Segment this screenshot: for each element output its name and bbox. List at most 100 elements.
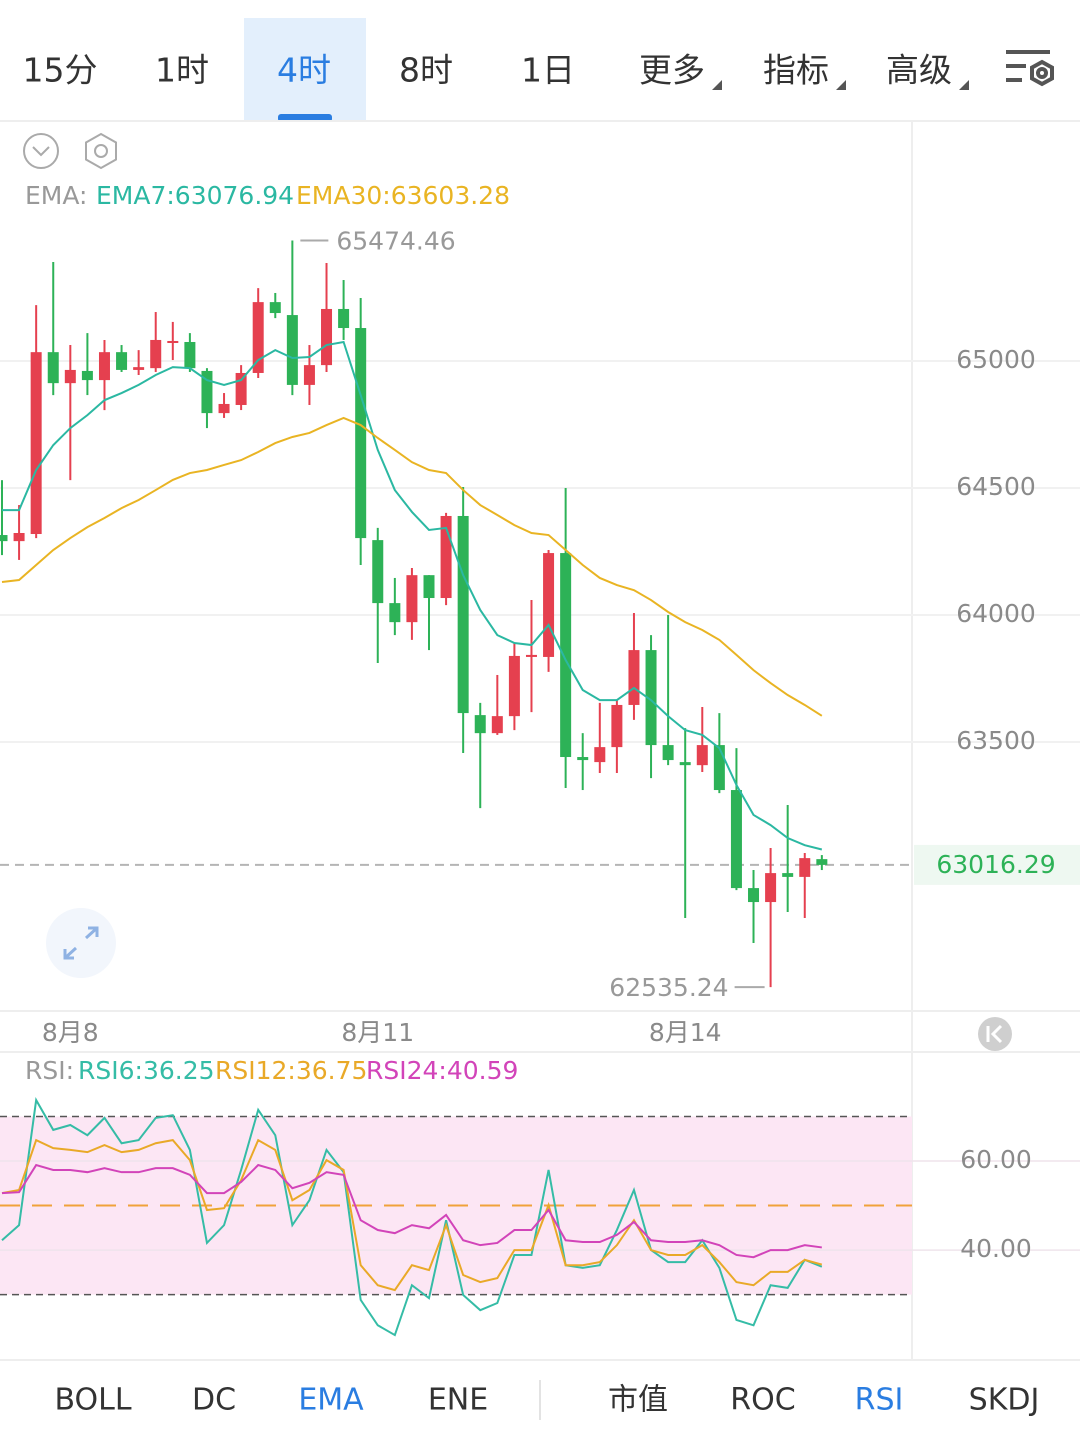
indicator-tab[interactable]: SKDJ (969, 1383, 1040, 1418)
rsi-chart: 60.00 40.00 RSI: RSI6:36.25 RSI12:36.75RSI24… (0, 1056, 1080, 1337)
x-tick-label: 8月11 (341, 1018, 414, 1047)
indicator-tab[interactable]: BOLL (54, 1383, 131, 1418)
dropdown-caret (836, 80, 846, 90)
last-price-tag (914, 844, 1080, 885)
last-price-label: 63016.29 (936, 850, 1055, 879)
legend-entry: RSI12:36.75 (215, 1056, 367, 1085)
rsi-line (1, 1138, 823, 1292)
y-tick-label: 65000 (956, 345, 1036, 374)
max-price-label: 65474.46 (336, 227, 455, 256)
dropdown-caret (959, 80, 969, 90)
candle-body (765, 873, 777, 903)
candle-body (81, 370, 93, 381)
candle-body (321, 308, 333, 366)
candle-body (730, 790, 742, 889)
candle-body (457, 515, 469, 714)
candle-body (30, 352, 42, 535)
dropdown-caret (712, 80, 722, 90)
reset-view-button[interactable] (978, 1017, 1012, 1051)
candle-body (47, 352, 59, 384)
candle-body (372, 540, 384, 604)
legend-entry: EMA30:63603.28 (296, 181, 510, 210)
legend-entry: RSI24:40.59 (366, 1056, 518, 1085)
y-tick-label: 64500 (956, 472, 1036, 501)
candle-body (662, 745, 674, 761)
timeframe-tab[interactable]: 4时 (277, 51, 331, 90)
candle-body (491, 716, 503, 734)
timeframe-tab[interactable]: 1日 (521, 51, 575, 90)
candle-body (799, 858, 811, 877)
min-price-label: 62535.24 (609, 973, 728, 1002)
candle-body (218, 403, 230, 414)
y-tick-label: 63500 (956, 726, 1036, 755)
candle-body (269, 302, 281, 314)
indicator-tab[interactable]: EMA (298, 1383, 364, 1418)
candle-body (167, 340, 179, 344)
candle-body (286, 315, 298, 385)
candle-body (696, 745, 708, 766)
candle-body (679, 762, 691, 766)
candle-body (13, 532, 25, 542)
candle-body (389, 603, 401, 623)
indicator-tab[interactable]: ROC (730, 1383, 795, 1418)
controls: 15分 1时 4时 8时 1日 更多 指标 高级 BOLL DC EMA ENE 市值 ROC RSI SKD… (23, 51, 1040, 1418)
indicator-tab[interactable]: ENE (428, 1383, 488, 1418)
legend-title: RSI: (25, 1056, 74, 1085)
candle-body (252, 302, 264, 373)
candle-body (628, 650, 640, 705)
candle-body (355, 328, 367, 539)
timeframe-tab[interactable]: 指标 (763, 51, 829, 90)
timeframe-tab[interactable]: 8时 (399, 51, 453, 90)
candle-body (645, 650, 657, 746)
candle-body (133, 367, 145, 370)
y-tick-label: 60.00 (960, 1145, 1032, 1174)
candle-body (98, 352, 110, 381)
candle-body (0, 535, 8, 542)
candle-body (560, 553, 572, 758)
candle-body (525, 654, 537, 657)
x-tick-label: 8月8 (42, 1018, 99, 1047)
candle-body (150, 339, 162, 369)
candle-body (748, 888, 760, 903)
collapse-icon[interactable] (23, 133, 59, 169)
candle-body (816, 859, 828, 865)
rsi-line (1, 1097, 823, 1337)
candle-body (543, 553, 555, 657)
settings-icon[interactable] (1006, 50, 1054, 87)
candle-body (201, 370, 213, 414)
timeframe-tab[interactable]: 更多 (639, 51, 705, 90)
indicator-tab[interactable]: DC (192, 1383, 236, 1418)
candle-body (116, 352, 128, 370)
rsi-line (1, 1163, 822, 1259)
candle-body (64, 369, 76, 384)
fullscreen-button[interactable] (46, 908, 116, 978)
y-tick-label: 40.00 (960, 1234, 1032, 1263)
y-tick-label: 64000 (956, 599, 1036, 628)
candle-body (713, 745, 725, 791)
candle-body (508, 655, 520, 717)
candle-body (338, 308, 350, 329)
timeframe-tab[interactable]: 高级 (886, 51, 952, 90)
timeframe-tab[interactable]: 1时 (155, 51, 209, 90)
candle-body (303, 365, 315, 385)
chart-settings-icon[interactable] (85, 132, 117, 170)
candle-body (406, 575, 418, 623)
ema-line (1, 416, 823, 717)
candle-body (611, 704, 623, 748)
legend-entry: EMA7:63076.94 (96, 181, 294, 210)
main-chart: 63500 64000 64500 65000 8月8 8月11 8月14 63016.29 6… (0, 181, 1080, 1047)
selected-tab-bg (244, 18, 366, 120)
candle-body (184, 341, 196, 369)
indicator-tab[interactable]: RSI (855, 1383, 904, 1418)
indicator-tab[interactable]: 市值 (608, 1383, 668, 1418)
candle-body (782, 873, 794, 877)
legend-title: EMA: (25, 181, 87, 210)
candle-body (235, 372, 247, 405)
candle-body (474, 715, 486, 734)
x-tick-label: 8月14 (649, 1018, 722, 1047)
candle-body (577, 757, 589, 761)
timeframe-tab[interactable]: 15分 (23, 51, 98, 90)
candle-body (594, 747, 606, 763)
